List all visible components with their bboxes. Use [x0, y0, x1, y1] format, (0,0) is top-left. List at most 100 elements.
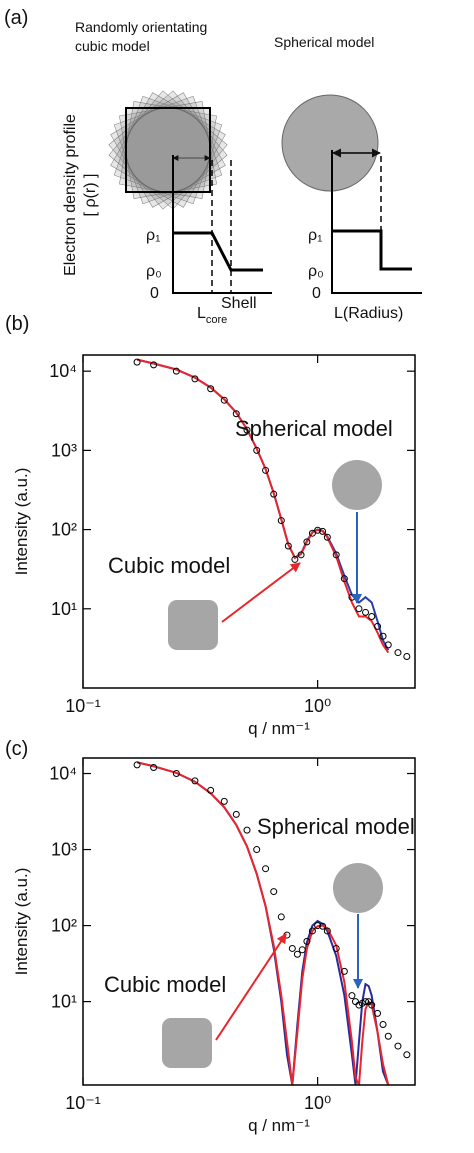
cube-icon [162, 1018, 212, 1068]
x-tick-label: 10⁰ [304, 1093, 331, 1113]
data-point [277, 517, 285, 525]
data-point [298, 946, 306, 954]
data-point [150, 361, 158, 369]
data-point [403, 652, 411, 660]
l-core-label: Lcore [197, 305, 227, 326]
panel-label: (a) [4, 7, 28, 29]
data-point [351, 998, 359, 1006]
data-point [394, 649, 402, 657]
rho0-label: ρ₀ [308, 263, 324, 280]
data-point [232, 810, 240, 818]
density-profile [332, 229, 412, 271]
data-point [368, 612, 376, 620]
panel-label: (c) [5, 738, 28, 760]
data-point [220, 797, 228, 805]
data-point [133, 761, 141, 769]
data-point [297, 551, 305, 559]
cubic-shape [108, 90, 228, 210]
cube-outline [125, 107, 211, 193]
annotation-arrow [215, 933, 287, 1041]
data-point [191, 375, 199, 383]
data-point [207, 385, 215, 393]
sphere-icon [332, 460, 382, 510]
annotation: Cubic model [104, 972, 226, 997]
x-axis-label: q / nm⁻¹ [248, 1116, 310, 1135]
data-point [253, 846, 261, 854]
data-point [374, 1009, 382, 1017]
l-core-base: L [197, 305, 206, 322]
zero-label: 0 [150, 285, 159, 302]
data-point [368, 1001, 376, 1009]
data-point [232, 410, 240, 418]
shell-label: Shell [221, 295, 257, 312]
rho0-label: ρ₀ [146, 263, 162, 280]
annotation: Spherical model [257, 814, 415, 839]
data-point [270, 888, 278, 896]
zero-label: 0 [312, 285, 321, 302]
data-point [207, 786, 215, 794]
y-tick-label: 10¹ [51, 599, 77, 619]
y-axis-label: Intensity (a.u.) [12, 868, 31, 976]
data-point [384, 1032, 392, 1040]
data-point [243, 426, 251, 434]
annotation: Spherical model [235, 416, 393, 441]
data-point [191, 777, 199, 785]
cubic-title: Randomly orientating [75, 19, 207, 35]
data-point [133, 358, 141, 366]
annotation-arrow [221, 562, 301, 623]
plot-area [133, 761, 411, 1085]
model-curve [136, 358, 390, 654]
data-point [314, 922, 322, 930]
data-point [348, 992, 356, 1000]
cube-icon [168, 600, 218, 650]
data-point [220, 396, 228, 404]
y-tick-label: 10¹ [51, 992, 77, 1012]
sphere-shape [281, 94, 379, 192]
data-point [288, 944, 296, 952]
rho1-label: ρ₁ [308, 227, 323, 244]
data-point [277, 913, 285, 921]
data-point [403, 1051, 411, 1059]
data-point [303, 937, 311, 945]
y-tick-label: 10⁴ [49, 764, 77, 784]
x-tick-label: 10⁻¹ [65, 696, 101, 716]
y-tick-label: 10² [51, 520, 77, 540]
data-point [355, 1001, 363, 1009]
model-curve [136, 761, 390, 1085]
plot-frame [82, 757, 416, 1086]
data-point [323, 927, 331, 935]
spherical-title: Spherical model [274, 34, 374, 50]
data-point [303, 538, 311, 546]
data-point [355, 605, 363, 613]
data-point [253, 446, 261, 454]
rho1-label: ρ₁ [146, 227, 161, 244]
data-point [319, 527, 327, 535]
data-point [332, 551, 340, 559]
data-point [323, 533, 331, 541]
inner-sphere [125, 107, 211, 193]
data-point [243, 826, 251, 834]
y-tick-label: 10³ [51, 840, 77, 860]
x-axis-label: q / nm⁻¹ [248, 719, 310, 738]
data-point [379, 1020, 387, 1028]
data-point [308, 529, 316, 537]
y-axis-label: Electron density profile [62, 114, 79, 276]
data-point [308, 927, 316, 935]
data-point [262, 865, 270, 873]
x-tick-label: 10⁻¹ [65, 1093, 101, 1113]
y-tick-label: 10⁴ [49, 361, 77, 381]
data-point [314, 526, 322, 534]
y-tick-label: 10³ [51, 440, 77, 460]
data-point [332, 944, 340, 952]
panel-a: (a) Randomly orientating cubic model Sph… [4, 7, 422, 326]
annotation: Cubic model [108, 553, 230, 578]
data-point [150, 763, 158, 771]
data-point [319, 922, 327, 930]
data-point [362, 998, 370, 1006]
data-point [340, 967, 348, 975]
x-tick-label: 10⁰ [304, 696, 331, 716]
data-point [270, 490, 278, 498]
data-point [284, 542, 292, 550]
